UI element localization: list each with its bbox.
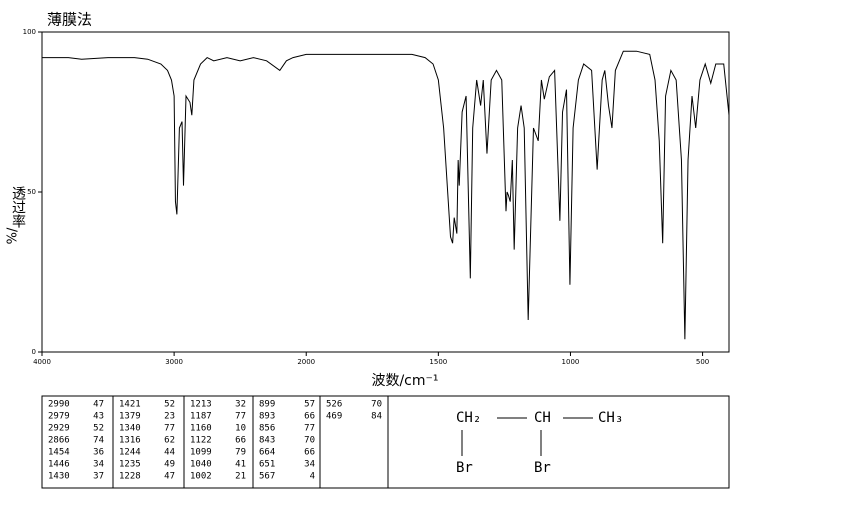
peak-transmittance: 62 — [164, 436, 175, 446]
peak-transmittance: 10 — [235, 424, 246, 434]
peak-transmittance: 70 — [304, 436, 315, 446]
peak-transmittance: 47 — [93, 400, 104, 410]
peak-transmittance: 41 — [235, 460, 246, 470]
table-frame — [41, 395, 730, 489]
structure-group: CH₂ — [456, 410, 481, 426]
peak-transmittance: 74 — [93, 436, 104, 446]
peak-wavenumber: 1002 — [190, 472, 212, 482]
peak-wavenumber: 664 — [259, 448, 275, 458]
x-tick-label: 2000 — [297, 358, 315, 366]
y-unit: %/ — [6, 227, 21, 244]
peak-wavenumber: 893 — [259, 412, 275, 422]
y-tick-label: 0 — [32, 348, 36, 356]
peak-wavenumber: 1122 — [190, 436, 212, 446]
peak-transmittance: 34 — [93, 460, 104, 470]
peak-transmittance: 77 — [164, 424, 175, 434]
peak-wavenumber: 1187 — [190, 412, 212, 422]
structure-group: CH₃ — [598, 410, 623, 426]
x-tick-label: 4000 — [33, 358, 51, 366]
peak-wavenumber: 856 — [259, 424, 275, 434]
peak-transmittance: 49 — [164, 460, 175, 470]
peak-transmittance: 77 — [304, 424, 315, 434]
peak-transmittance: 77 — [235, 412, 246, 422]
table-dividers — [112, 396, 593, 488]
peak-transmittance: 79 — [235, 448, 246, 458]
peak-transmittance: 36 — [93, 448, 104, 458]
peak-wavenumber: 1099 — [190, 448, 212, 458]
peak-transmittance: 4 — [310, 472, 315, 482]
peak-transmittance: 52 — [164, 400, 175, 410]
peak-transmittance: 43 — [93, 412, 104, 422]
y-tick-label: 50 — [27, 188, 36, 196]
chart-title: 薄膜法 — [47, 11, 92, 29]
peak-wavenumber: 1430 — [48, 472, 70, 482]
x-tick-label: 1000 — [562, 358, 580, 366]
peak-wavenumber: 1160 — [190, 424, 212, 434]
peak-transmittance: 66 — [235, 436, 246, 446]
peak-transmittance: 57 — [304, 400, 315, 410]
peak-transmittance: 44 — [164, 448, 175, 458]
peak-transmittance: 70 — [371, 400, 382, 410]
y-tick-label: 100 — [23, 28, 36, 36]
x-label: 波数/cm⁻¹ — [371, 373, 438, 389]
peak-wavenumber: 1040 — [190, 460, 212, 470]
spectrum-line — [42, 50, 730, 340]
peak-wavenumber: 1316 — [119, 436, 141, 446]
peak-transmittance: 66 — [304, 412, 315, 422]
peak-transmittance: 84 — [371, 412, 382, 422]
peak-transmittance: 66 — [304, 448, 315, 458]
peak-transmittance: 21 — [235, 472, 246, 482]
peak-wavenumber: 899 — [259, 400, 275, 410]
y-label: 透过率 — [10, 186, 26, 228]
peak-transmittance: 32 — [235, 400, 246, 410]
x-tick-label: 3000 — [165, 358, 183, 366]
peak-wavenumber: 1454 — [48, 448, 70, 458]
peak-wavenumber: 567 — [259, 472, 275, 482]
peak-wavenumber: 843 — [259, 436, 275, 446]
peak-wavenumber: 2929 — [48, 424, 70, 434]
plot-frame — [41, 31, 730, 353]
peak-wavenumber: 2979 — [48, 412, 70, 422]
peak-wavenumber: 1421 — [119, 400, 141, 410]
peak-wavenumber: 1235 — [119, 460, 141, 470]
peak-wavenumber: 1446 — [48, 460, 70, 470]
peak-wavenumber: 1244 — [119, 448, 141, 458]
peak-wavenumber: 2990 — [48, 400, 70, 410]
peak-transmittance: 23 — [164, 412, 175, 422]
peak-wavenumber: 1213 — [190, 400, 212, 410]
peak-wavenumber: 2866 — [48, 436, 70, 446]
x-tick-label: 1500 — [429, 358, 447, 366]
peak-transmittance: 52 — [93, 424, 104, 434]
peak-wavenumber: 1340 — [119, 424, 141, 434]
structure-group: CH — [534, 410, 551, 426]
structure-substituent: Br — [456, 460, 473, 476]
peak-wavenumber: 651 — [259, 460, 275, 470]
peak-wavenumber: 469 — [326, 412, 342, 422]
x-tick-label: 500 — [696, 358, 709, 366]
peak-wavenumber: 1379 — [119, 412, 141, 422]
peak-wavenumber: 1228 — [119, 472, 141, 482]
peak-transmittance: 34 — [304, 460, 315, 470]
peak-transmittance: 47 — [164, 472, 175, 482]
peak-transmittance: 37 — [93, 472, 104, 482]
structure-substituent: Br — [534, 460, 551, 476]
peak-wavenumber: 526 — [326, 400, 342, 410]
